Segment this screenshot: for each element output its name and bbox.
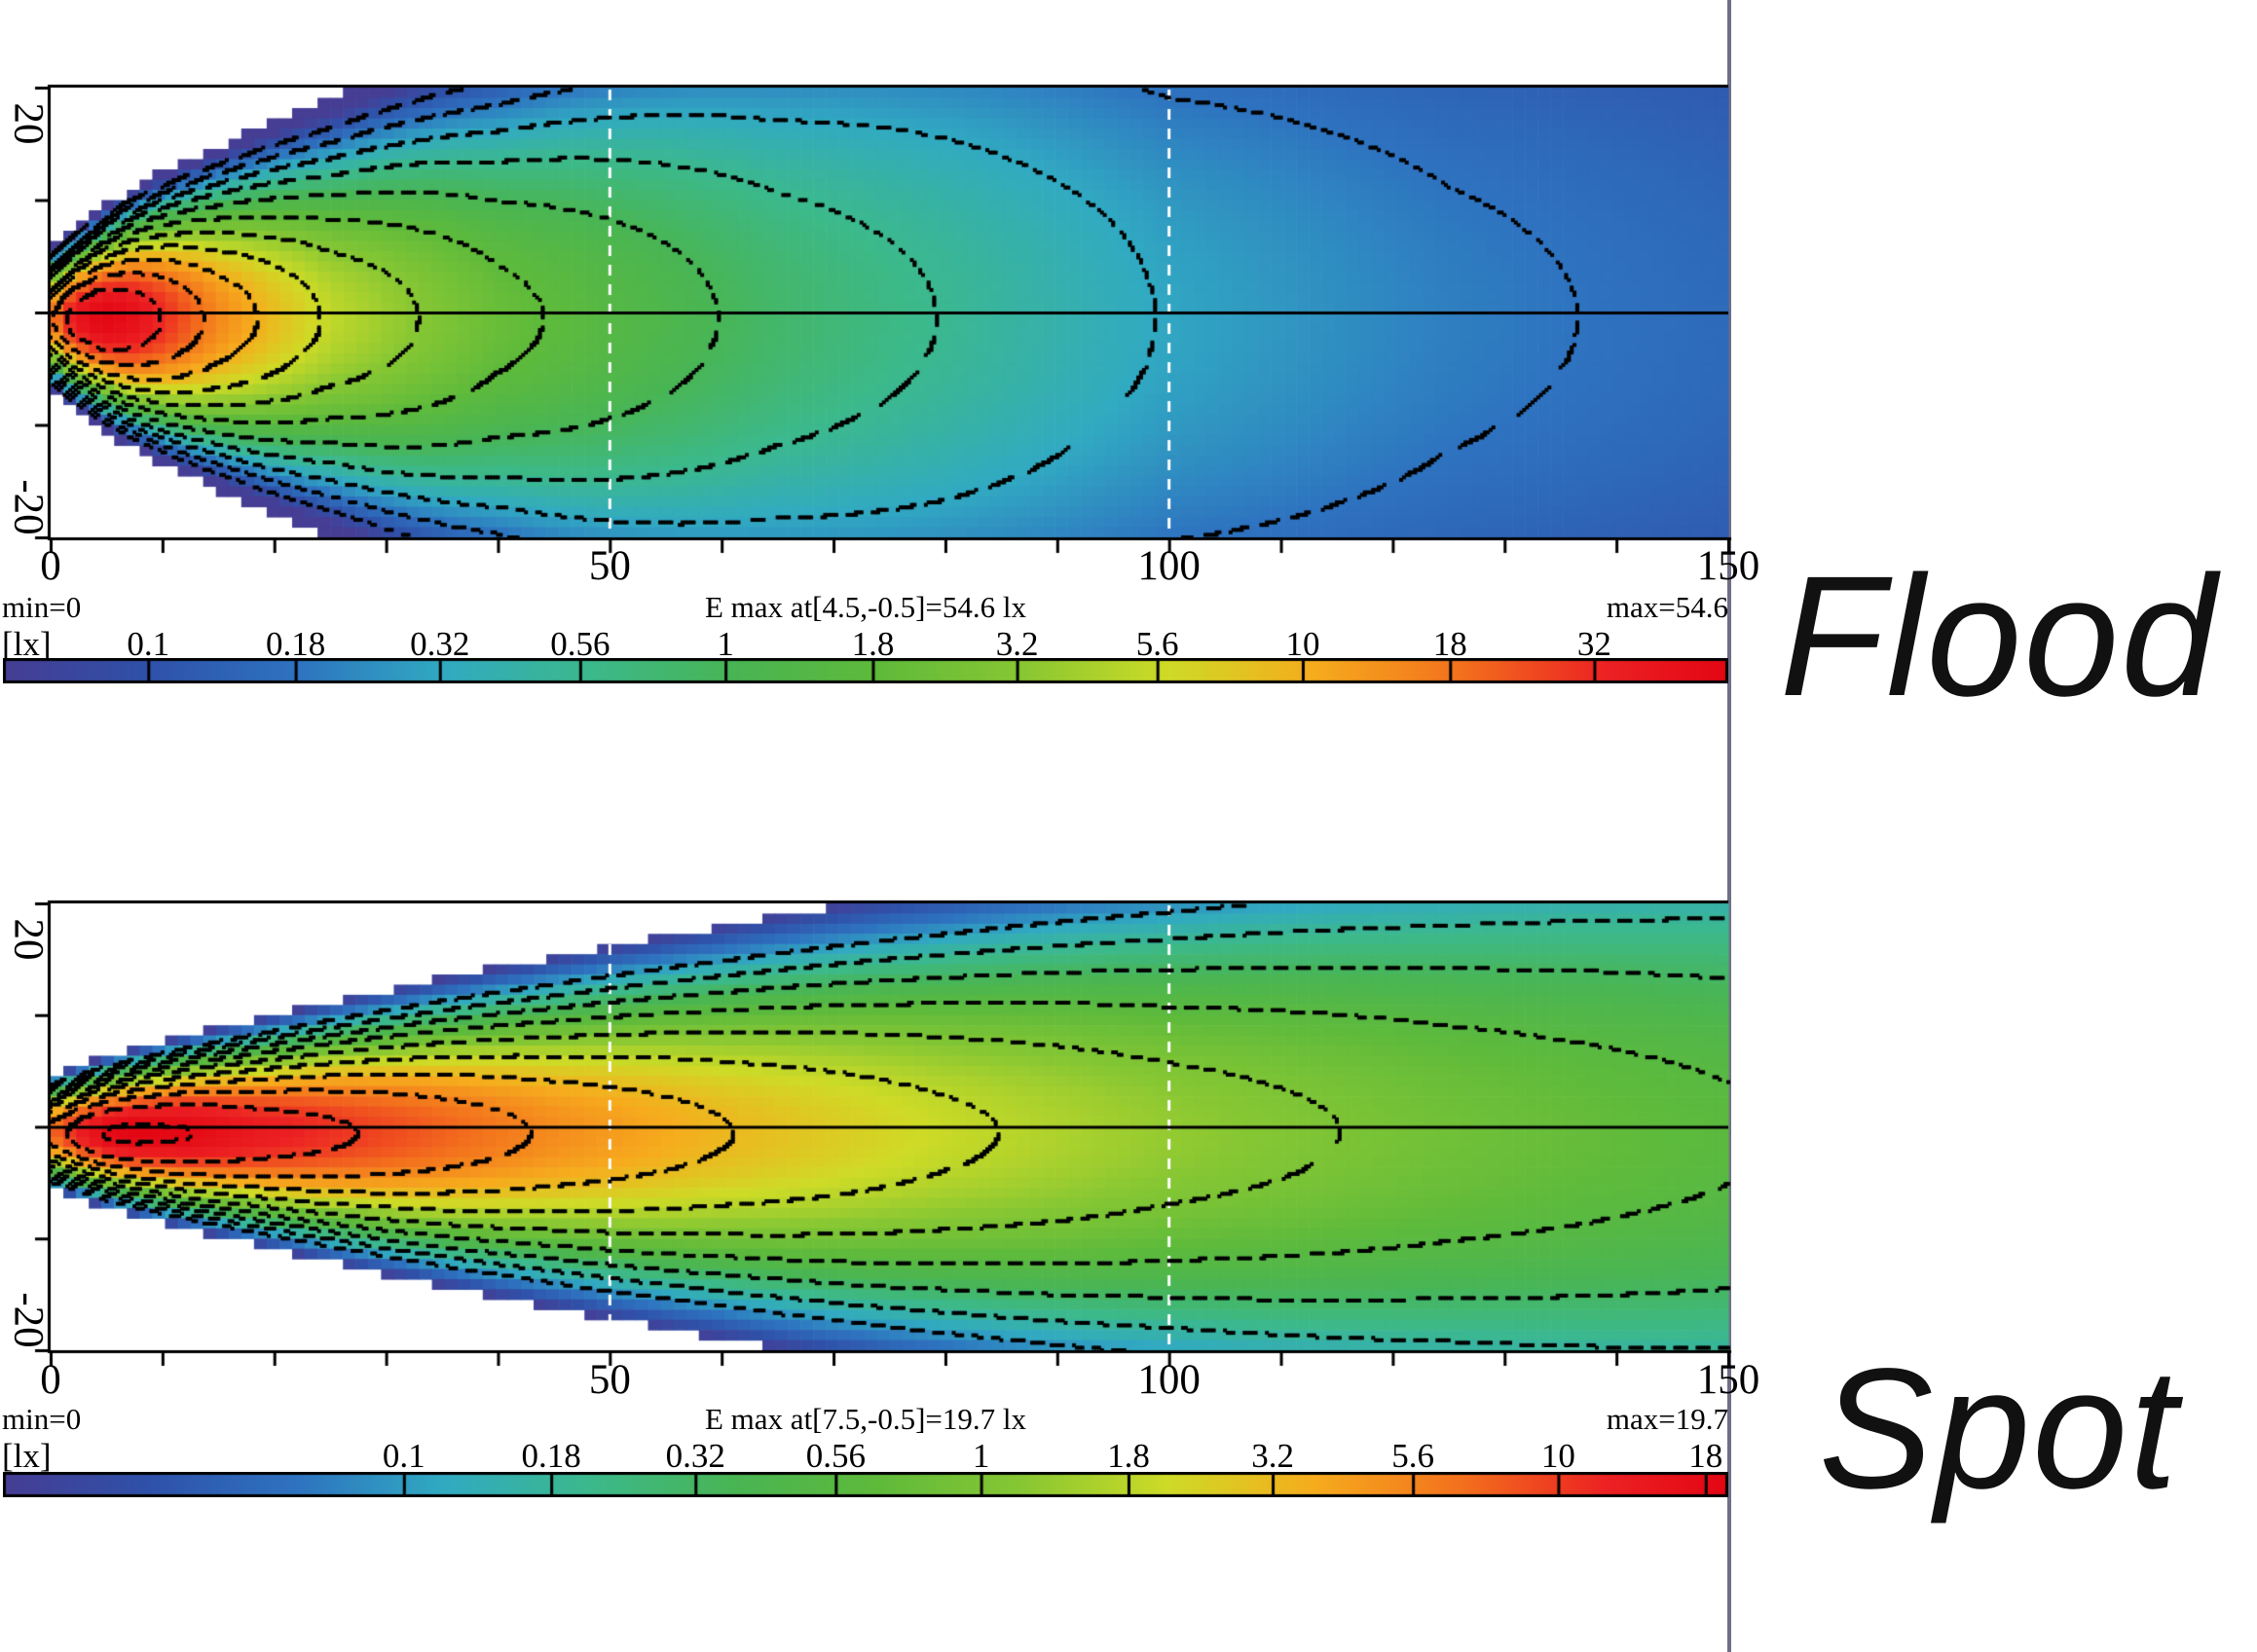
spot-cb-label-0.56: 0.56 <box>805 1437 866 1475</box>
flood-colorbar <box>3 658 1728 683</box>
flood-cb-label-1.8: 1.8 <box>851 625 895 663</box>
spot-cb-label-10: 10 <box>1540 1437 1575 1475</box>
spot-min-label: min=0 <box>2 1402 82 1436</box>
spot-cb-label-3.2: 3.2 <box>1251 1437 1294 1475</box>
flood-unit-label: [lx] <box>2 625 52 663</box>
flood-max-label: max=54.6 <box>1606 590 1728 624</box>
flood-x-tick-150: 150 <box>1696 543 1760 589</box>
flood-cb-label-0.1: 0.1 <box>127 625 170 663</box>
flood-cb-label-5.6: 5.6 <box>1135 625 1179 663</box>
spot-colorbar <box>3 1472 1728 1497</box>
spot-title: Spot <box>1818 1334 2180 1524</box>
spot-cb-label-0.18: 0.18 <box>521 1437 581 1475</box>
flood-y-tick-20: 20 <box>5 102 52 145</box>
flood-cb-label-1: 1 <box>717 625 734 663</box>
flood-min-label: min=0 <box>2 590 82 624</box>
flood-x-tick-100: 100 <box>1137 543 1201 589</box>
flood-isolux-heatmap <box>19 78 1738 555</box>
spot-emax-label: E max at[7.5,-0.5]=19.7 lx <box>705 1402 1026 1436</box>
flood-x-tick-0: 0 <box>40 543 61 589</box>
flood-cb-label-32: 32 <box>1576 625 1611 663</box>
spot-cb-label-0.1: 0.1 <box>382 1437 426 1475</box>
spot-cb-label-5.6: 5.6 <box>1391 1437 1435 1475</box>
spot-y-tick-20: 20 <box>5 918 52 961</box>
flood-title: Flood <box>1779 541 2219 732</box>
flood-emax-label: E max at[4.5,-0.5]=54.6 lx <box>705 590 1026 624</box>
spot-cb-label-1: 1 <box>972 1437 990 1475</box>
spot-x-tick-50: 50 <box>588 1357 631 1403</box>
spot-x-tick-100: 100 <box>1137 1357 1201 1403</box>
spot-x-tick-150: 150 <box>1696 1357 1760 1403</box>
flood-y-tick-neg20: -20 <box>5 479 52 535</box>
flood-cb-label-0.18: 0.18 <box>265 625 326 663</box>
flood-cb-label-0.56: 0.56 <box>550 625 610 663</box>
flood-cb-label-3.2: 3.2 <box>995 625 1039 663</box>
spot-unit-label: [lx] <box>2 1437 52 1475</box>
vertical-divider-line <box>1727 0 1731 1652</box>
flood-cb-label-18: 18 <box>1432 625 1467 663</box>
spot-isolux-heatmap <box>19 894 1738 1371</box>
flood-x-tick-50: 50 <box>588 543 631 589</box>
spot-cb-label-18: 18 <box>1688 1437 1723 1475</box>
spot-x-tick-0: 0 <box>40 1357 61 1403</box>
spot-cb-label-1.8: 1.8 <box>1107 1437 1150 1475</box>
spot-max-label: max=19.7 <box>1606 1402 1728 1436</box>
spot-y-tick-neg20: -20 <box>5 1292 52 1348</box>
flood-cb-label-0.32: 0.32 <box>410 625 470 663</box>
flood-cb-label-10: 10 <box>1285 625 1320 663</box>
spot-cb-label-0.32: 0.32 <box>665 1437 725 1475</box>
